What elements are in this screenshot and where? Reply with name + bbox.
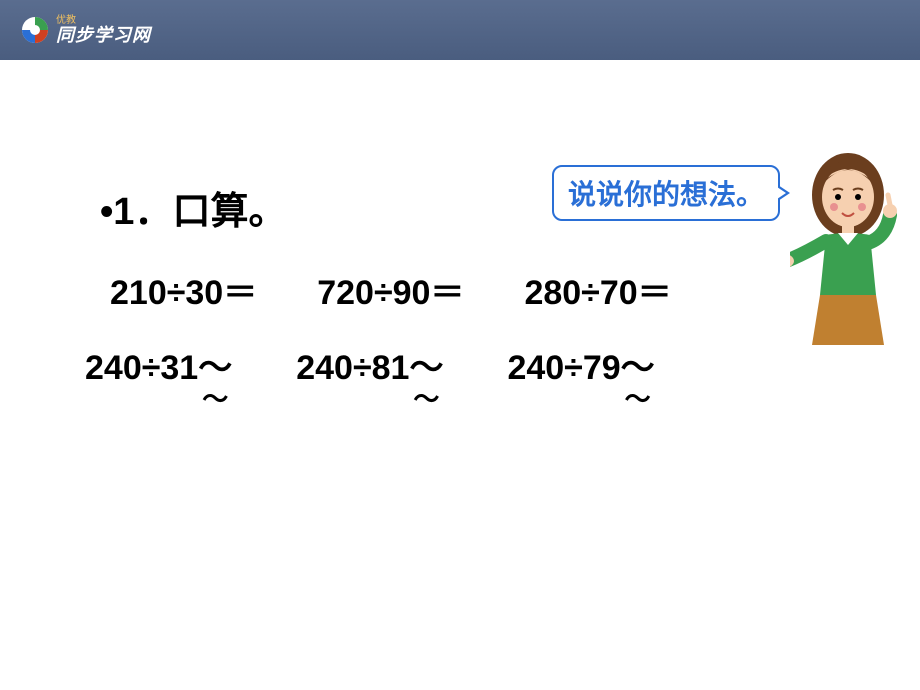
equation-lhs: 240÷31 (85, 349, 198, 387)
teacher-illustration (790, 145, 910, 345)
equation-approx: 240÷79～～ (507, 340, 654, 389)
question-title: •1．口算。 (100, 180, 286, 235)
equation: 210÷30＝ (110, 265, 257, 314)
equation-row-1: 210÷30＝ 720÷90＝ 280÷70＝ (110, 265, 672, 314)
approx-symbol: ～～ (409, 340, 443, 389)
equation-approx: 240÷31～～ (85, 340, 232, 389)
speech-bubble: 说说你的想法。 (552, 165, 780, 221)
equation-lhs: 240÷81 (296, 349, 409, 387)
logo-main-text: 同步学习网 (56, 26, 151, 44)
equation-lhs: 240÷79 (507, 349, 620, 387)
approx-symbol: ～～ (621, 340, 655, 389)
equation-row-2: 240÷31～～ 240÷81～～ 240÷79～～ (85, 340, 655, 389)
slide-content: •1．口算。 说说你的想法。 (0, 60, 920, 180)
equation-approx: 240÷81～～ (296, 340, 443, 389)
equation: 720÷90＝ (317, 265, 464, 314)
equation: 280÷70＝ (524, 265, 671, 314)
approx-symbol: ～～ (198, 340, 232, 389)
logo-icon (20, 15, 50, 45)
header-bar: 优教 同步学习网 (0, 0, 920, 60)
logo-text: 优教 同步学习网 (56, 16, 151, 44)
site-logo: 优教 同步学习网 (20, 15, 151, 45)
